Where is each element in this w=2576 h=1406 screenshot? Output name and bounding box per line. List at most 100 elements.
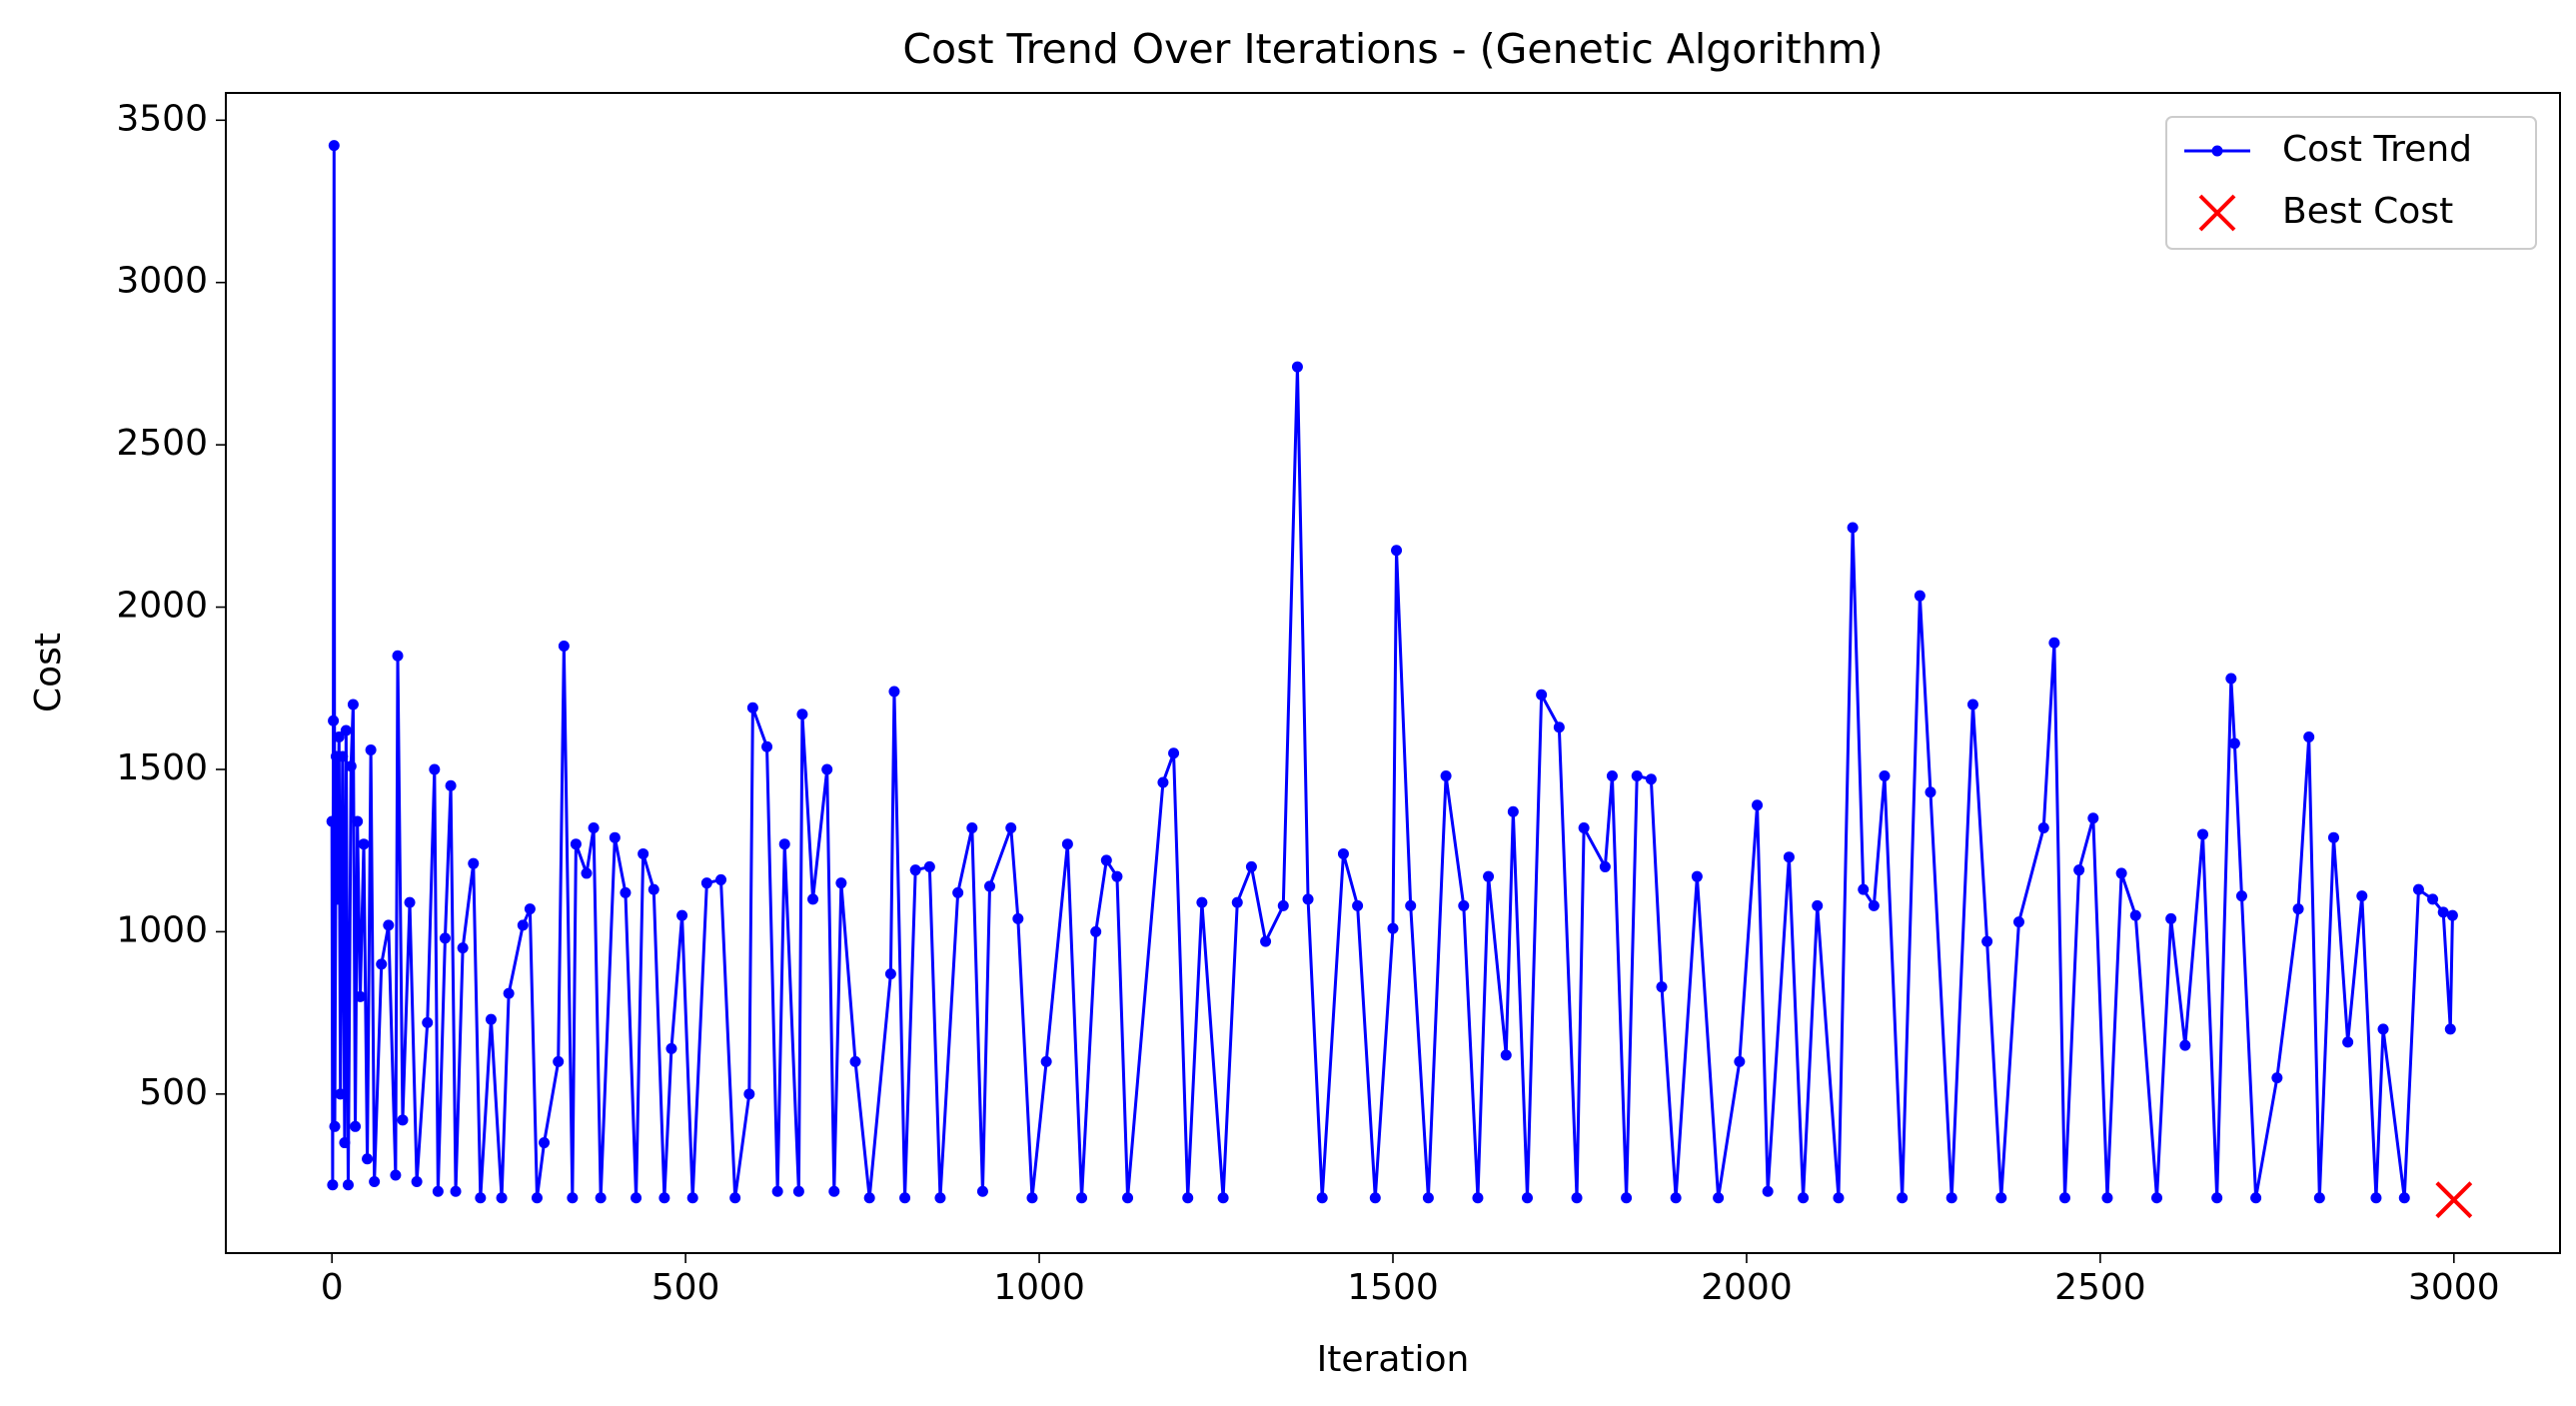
cost-point: [2377, 1023, 2389, 1035]
cost-point: [1369, 1192, 1381, 1204]
cost-point: [631, 1192, 643, 1204]
legend-x: [2198, 194, 2236, 232]
y-tick-label: 3000: [116, 261, 208, 302]
cost-point: [807, 893, 819, 905]
x-tick-label: 0: [321, 1267, 344, 1308]
cost-point: [1076, 1192, 1088, 1204]
cost-point: [503, 987, 515, 999]
cost-point: [966, 821, 978, 833]
cost-point: [1405, 899, 1417, 911]
cost-point: [432, 1185, 444, 1197]
cost-point: [976, 1185, 988, 1197]
cost-point: [638, 847, 649, 859]
cost-point: [1422, 1192, 1434, 1204]
cost-point: [849, 1055, 861, 1067]
cost-point: [333, 730, 345, 742]
x-tick-label: 500: [651, 1267, 720, 1308]
cost-point: [553, 1055, 565, 1067]
cost-point: [383, 919, 395, 931]
cost-point: [567, 1192, 579, 1204]
cost-point: [1798, 1192, 1810, 1204]
cost-point: [1897, 1192, 1909, 1204]
axes-frame: [225, 92, 2561, 1254]
cost-point: [358, 838, 370, 850]
cost-point: [1500, 1049, 1512, 1061]
cost-point: [984, 880, 996, 892]
legend-box: [2165, 116, 2537, 250]
cost-point: [354, 990, 366, 1002]
cost-point: [715, 873, 727, 885]
cost-point: [700, 877, 712, 889]
cost-point: [1061, 838, 1073, 850]
cost-point: [345, 760, 357, 772]
cost-point: [342, 1179, 354, 1191]
cost-point: [1553, 721, 1565, 733]
cost-point: [1458, 899, 1470, 911]
cost-point: [1981, 935, 1993, 947]
cost-point: [1168, 747, 1180, 759]
x-tick-label: 2500: [2054, 1267, 2146, 1308]
y-tick-label: 1000: [116, 909, 208, 950]
cost-point: [909, 864, 921, 876]
cost-point: [1217, 1192, 1229, 1204]
cost-point: [2235, 890, 2247, 902]
cost-point: [1925, 786, 1936, 798]
x-tick-label: 1500: [1347, 1267, 1439, 1308]
cost-point: [2412, 883, 2424, 895]
cost-point: [457, 942, 469, 954]
cost-point: [1752, 799, 1764, 811]
cost-point: [2342, 1036, 2354, 1048]
cost-point: [2313, 1192, 2325, 1204]
cost-point: [2427, 893, 2439, 905]
cost-point: [746, 702, 758, 713]
cost-point: [1260, 935, 1272, 947]
y-tick-label: 1500: [116, 747, 208, 788]
cost-point: [328, 714, 340, 726]
cost-point: [1847, 522, 1859, 534]
cost-point: [439, 932, 451, 944]
y-axis-label: Cost: [28, 633, 69, 712]
cost-point: [496, 1192, 508, 1204]
cost-point: [365, 743, 377, 755]
cost-point: [475, 1192, 487, 1204]
cost-point: [1005, 821, 1017, 833]
cost-point: [1196, 896, 1208, 908]
cost-point: [2446, 909, 2458, 921]
cost-point: [1631, 769, 1643, 781]
cost-point: [1536, 689, 1548, 701]
cost-point: [1316, 1192, 1328, 1204]
cost-point: [884, 968, 896, 980]
cost-line: [330, 145, 2454, 1199]
cost-point: [1291, 361, 1303, 373]
cost-point: [1507, 805, 1519, 817]
cost-point: [2437, 906, 2449, 918]
cost-point: [390, 1169, 402, 1181]
cost-point: [888, 686, 900, 698]
cost-point: [2151, 1192, 2163, 1204]
cost-point: [327, 1179, 339, 1191]
cost-point: [595, 1192, 607, 1204]
cost-point: [771, 1185, 783, 1197]
cost-point: [665, 1042, 677, 1054]
cost-point: [934, 1192, 946, 1204]
cost-point: [2370, 1192, 2382, 1204]
cost-point: [2115, 867, 2127, 879]
cost-point: [2228, 737, 2240, 749]
y-tick-label: 2500: [116, 423, 208, 464]
cost-point: [588, 821, 600, 833]
cost-point: [1670, 1192, 1682, 1204]
cost-point: [2012, 916, 2024, 928]
cost-point: [329, 1120, 341, 1132]
cost-point: [1040, 1055, 1052, 1067]
cost-point: [1521, 1192, 1533, 1204]
cost-point: [1599, 860, 1611, 872]
cost-point: [1945, 1192, 1957, 1204]
cost-point: [658, 1192, 670, 1204]
cost-point: [429, 763, 441, 775]
cost-point: [2271, 1072, 2283, 1084]
x-tick-label: 3000: [2408, 1267, 2500, 1308]
cost-point: [339, 1137, 351, 1149]
cost-point: [2037, 821, 2049, 833]
cost-point: [1868, 899, 1880, 911]
cost-point: [2058, 1192, 2070, 1204]
